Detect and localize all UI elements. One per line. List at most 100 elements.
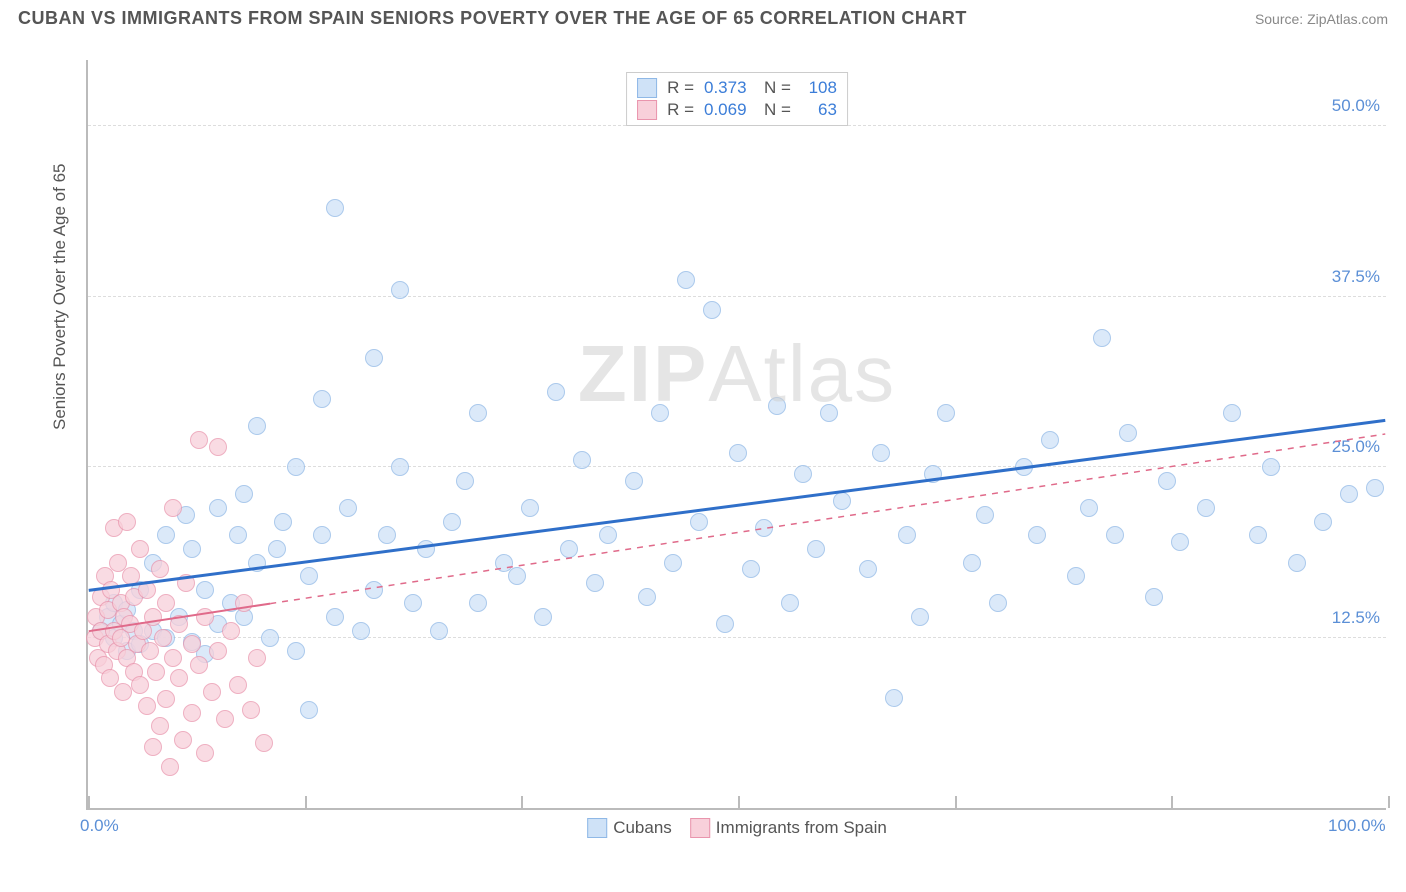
- data-point: [963, 554, 981, 572]
- data-point: [235, 594, 253, 612]
- legend-swatch: [637, 78, 657, 98]
- data-point: [274, 513, 292, 531]
- data-point: [326, 608, 344, 626]
- watermark: ZIPAtlas: [578, 328, 896, 420]
- data-point: [248, 554, 266, 572]
- data-point: [177, 574, 195, 592]
- data-point: [1340, 485, 1358, 503]
- data-point: [1080, 499, 1098, 517]
- data-point: [1158, 472, 1176, 490]
- data-point: [141, 642, 159, 660]
- data-point: [209, 438, 227, 456]
- data-point: [118, 513, 136, 531]
- data-point: [989, 594, 1007, 612]
- stat-r-value: 0.069: [704, 100, 754, 120]
- data-point: [151, 717, 169, 735]
- data-point: [203, 683, 221, 701]
- data-point: [352, 622, 370, 640]
- data-point: [521, 499, 539, 517]
- stat-r-label: R =: [667, 78, 694, 98]
- chart-header: CUBAN VS IMMIGRANTS FROM SPAIN SENIORS P…: [0, 0, 1406, 33]
- data-point: [937, 404, 955, 422]
- legend-stats: R =0.373N =108R =0.069N =63: [626, 72, 848, 126]
- x-tick-label: 0.0%: [80, 816, 119, 836]
- stat-n-value: 108: [801, 78, 837, 98]
- data-point: [1106, 526, 1124, 544]
- data-point: [768, 397, 786, 415]
- legend-swatch: [637, 100, 657, 120]
- x-tick: [521, 796, 523, 808]
- data-point: [229, 676, 247, 694]
- data-point: [976, 506, 994, 524]
- legend-series-item: Cubans: [587, 818, 672, 838]
- gridline: [88, 296, 1386, 297]
- y-tick-label: 37.5%: [1332, 267, 1380, 287]
- data-point: [794, 465, 812, 483]
- legend-series-label: Cubans: [613, 818, 672, 838]
- data-point: [174, 731, 192, 749]
- data-point: [1197, 499, 1215, 517]
- data-point: [313, 390, 331, 408]
- data-point: [872, 444, 890, 462]
- data-point: [196, 608, 214, 626]
- data-point: [729, 444, 747, 462]
- data-point: [1093, 329, 1111, 347]
- data-point: [391, 458, 409, 476]
- data-point: [859, 560, 877, 578]
- data-point: [190, 431, 208, 449]
- data-point: [1249, 526, 1267, 544]
- data-point: [1041, 431, 1059, 449]
- data-point: [138, 697, 156, 715]
- data-point: [183, 704, 201, 722]
- stat-n-label: N =: [764, 100, 791, 120]
- data-point: [833, 492, 851, 510]
- data-point: [1028, 526, 1046, 544]
- data-point: [131, 676, 149, 694]
- data-point: [157, 526, 175, 544]
- data-point: [625, 472, 643, 490]
- x-tick: [955, 796, 957, 808]
- y-tick-label: 25.0%: [1332, 437, 1380, 457]
- data-point: [417, 540, 435, 558]
- data-point: [781, 594, 799, 612]
- data-point: [1288, 554, 1306, 572]
- x-tick: [1171, 796, 1173, 808]
- data-point: [313, 526, 331, 544]
- stat-r-value: 0.373: [704, 78, 754, 98]
- data-point: [690, 513, 708, 531]
- data-point: [144, 608, 162, 626]
- legend-series-label: Immigrants from Spain: [716, 818, 887, 838]
- stat-n-label: N =: [764, 78, 791, 98]
- data-point: [164, 649, 182, 667]
- data-point: [378, 526, 396, 544]
- data-point: [1119, 424, 1137, 442]
- trend-lines: [88, 60, 1386, 808]
- data-point: [703, 301, 721, 319]
- data-point: [170, 669, 188, 687]
- data-point: [261, 629, 279, 647]
- data-point: [664, 554, 682, 572]
- data-point: [209, 642, 227, 660]
- legend-stats-row: R =0.069N =63: [637, 99, 837, 121]
- data-point: [404, 594, 422, 612]
- data-point: [300, 567, 318, 585]
- data-point: [599, 526, 617, 544]
- data-point: [268, 540, 286, 558]
- data-point: [287, 642, 305, 660]
- data-point: [1015, 458, 1033, 476]
- data-point: [1067, 567, 1085, 585]
- data-point: [339, 499, 357, 517]
- data-point: [924, 465, 942, 483]
- x-tick: [88, 796, 90, 808]
- data-point: [138, 581, 156, 599]
- data-point: [235, 485, 253, 503]
- data-point: [885, 689, 903, 707]
- data-point: [469, 594, 487, 612]
- data-point: [229, 526, 247, 544]
- chart-container: Seniors Poverty Over the Age of 65 ZIPAt…: [50, 50, 1390, 850]
- x-tick: [738, 796, 740, 808]
- data-point: [131, 540, 149, 558]
- data-point: [144, 738, 162, 756]
- stat-n-value: 63: [801, 100, 837, 120]
- legend-swatch: [587, 818, 607, 838]
